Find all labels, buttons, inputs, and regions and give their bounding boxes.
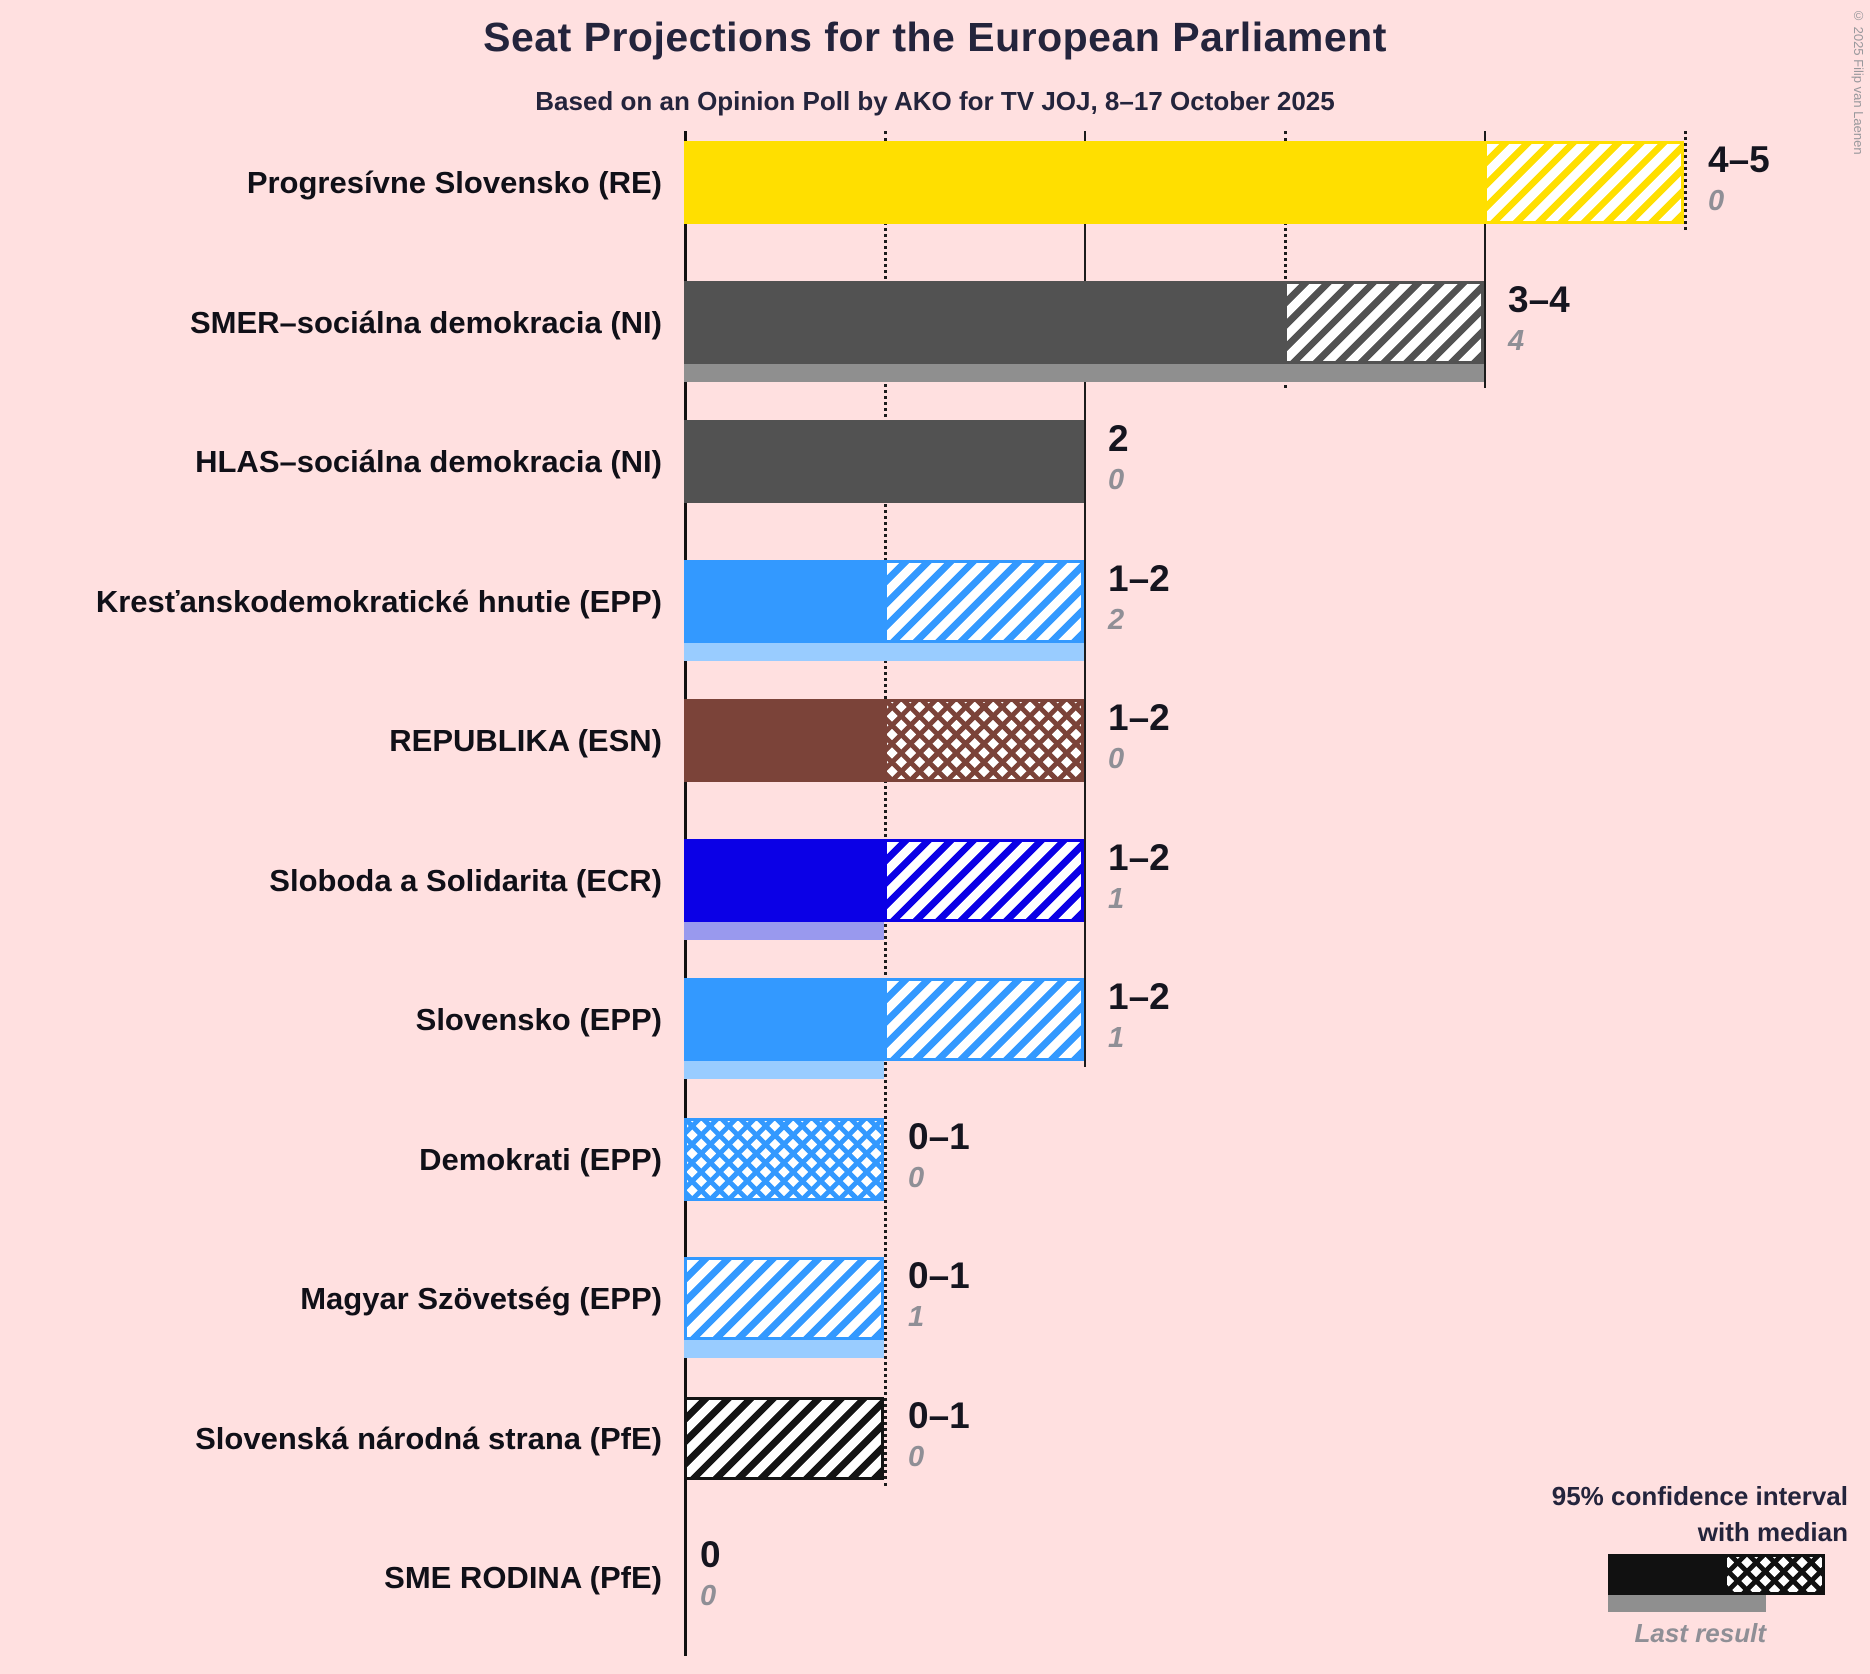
bar-confidence-interval (884, 978, 1084, 1061)
bar-median (684, 280, 1284, 364)
seat-range-label: 3–4 (1508, 278, 1570, 320)
legend-sample-last-result-bar (1608, 1595, 1766, 1612)
bar-median (684, 699, 884, 782)
seat-range-label: 2 (1108, 418, 1129, 459)
seat-range-label: 1–2 (1108, 976, 1170, 1017)
bar-median (684, 420, 1084, 503)
last-result-value: 1 (908, 1301, 925, 1333)
legend-sample-median-bar (1608, 1554, 1724, 1595)
seat-range-label: 0 (700, 1534, 721, 1575)
chart-title: Seat Projections for the European Parlia… (483, 14, 1387, 60)
party-label: SME RODINA (PfE) (384, 1560, 662, 1595)
legend-last-result-label: Last result (1634, 1618, 1767, 1648)
legend-ci-line2: with median (1697, 1517, 1848, 1547)
bar-confidence-interval (884, 838, 1084, 922)
bar-median (684, 838, 884, 922)
last-result-value: 4 (1508, 324, 1525, 357)
last-result-value: 2 (1108, 603, 1125, 636)
bar-confidence-interval (684, 1396, 884, 1480)
seat-range-label: 1–2 (1108, 836, 1170, 878)
last-result-value: 0 (908, 1440, 925, 1473)
bar-median (684, 559, 884, 643)
bar-confidence-interval (884, 559, 1084, 643)
last-result-value: 0 (1708, 185, 1725, 217)
seat-range-label: 4–5 (1708, 139, 1770, 180)
bar-confidence-interval (684, 1257, 884, 1340)
seat-range-label: 0–1 (908, 1115, 970, 1157)
party-label: Slovenská národná strana (PfE) (195, 1420, 662, 1456)
chart-subtitle: Based on an Opinion Poll by AKO for TV J… (535, 86, 1335, 116)
bar-median (684, 141, 1484, 224)
party-label: Magyar Szövetség (EPP) (300, 1281, 662, 1316)
last-result-value: 0 (700, 1580, 717, 1612)
seat-range-label: 1–2 (1108, 557, 1170, 599)
legend-sample-confidence-bar (1724, 1554, 1825, 1595)
last-result-value: 0 (1108, 464, 1125, 496)
last-result-value: 1 (1108, 1022, 1125, 1054)
gridline-3 (1284, 131, 1287, 388)
party-label: Slovensko (EPP) (415, 1002, 662, 1037)
last-result-bar (684, 363, 1484, 382)
bar-confidence-interval (684, 1117, 884, 1201)
party-label: REPUBLIKA (ESN) (389, 723, 662, 758)
party-label: Progresívne Slovensko (RE) (246, 165, 662, 200)
party-label: Sloboda a Solidarita (ECR) (269, 862, 662, 898)
seat-range-label: 0–1 (908, 1255, 970, 1296)
gridline-4 (1484, 131, 1486, 388)
party-label: SMER–sociálna demokracia (NI) (189, 304, 662, 340)
party-label: Kresťanskodemokratické hnutie (EPP) (95, 583, 662, 619)
bar-confidence-interval (1284, 280, 1484, 364)
last-result-bar (684, 921, 884, 940)
last-result-value: 1 (1108, 882, 1125, 915)
bar-confidence-interval (1484, 141, 1684, 224)
bar-confidence-interval (884, 699, 1084, 782)
legend-ci-line1: 95% confidence interval (1551, 1481, 1848, 1511)
last-result-value: 0 (1108, 743, 1125, 775)
last-result-bar (684, 642, 1084, 661)
gridline-5 (1684, 131, 1687, 230)
copyright-note: © 2025 Filip van Laenen (1851, 8, 1866, 155)
seat-range-label: 0–1 (908, 1394, 970, 1436)
gridline-2 (1084, 131, 1086, 1067)
last-result-bar (684, 1061, 884, 1079)
bar-median (684, 978, 884, 1061)
party-label: Demokrati (EPP) (419, 1141, 662, 1177)
party-label: HLAS–sociálna demokracia (NI) (195, 444, 662, 479)
last-result-bar (684, 1340, 884, 1358)
last-result-value: 0 (908, 1161, 925, 1194)
seat-range-label: 1–2 (1108, 697, 1170, 738)
gridline-1 (884, 131, 887, 1486)
legend-ci-label: 95% confidence interval with median (1552, 1478, 1848, 1550)
